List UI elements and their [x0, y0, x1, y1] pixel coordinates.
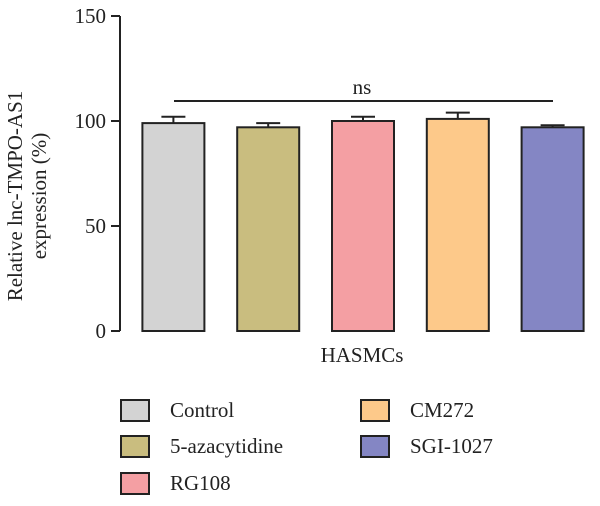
- bar: [425, 117, 490, 333]
- legend-item-5-azacytidine: 5-azacytidine: [120, 431, 283, 461]
- bars: [141, 111, 585, 333]
- bar: [141, 122, 206, 332]
- legend-label: Control: [170, 397, 235, 422]
- bar: [236, 126, 301, 332]
- legend-label: 5-azacytidine: [170, 433, 284, 458]
- legend-swatch: [360, 398, 390, 422]
- bar-chart: 0 50 100 150 ns Relative lnc-TMPO-AS1 expre…: [3, 4, 585, 367]
- legend-swatch: [120, 471, 150, 495]
- x-axis-title: HASMCs: [321, 343, 404, 367]
- significance-label: ns: [353, 75, 372, 99]
- y-tick-label: 50: [85, 214, 106, 238]
- legend-item-sgi-1027: SGI-1027: [360, 431, 493, 461]
- y-tick-label: 100: [75, 109, 107, 133]
- y-axis-title-line2: expression (%): [27, 133, 51, 260]
- legend-item-control: Control: [120, 395, 234, 425]
- y-axis-title-line1: Relative lnc-TMPO-AS1: [3, 91, 27, 302]
- y-axis: 0 50 100 150: [75, 4, 121, 343]
- legend-item-rg108: RG108: [120, 468, 231, 498]
- legend-swatch: [120, 398, 150, 422]
- bar: [520, 126, 585, 332]
- y-tick-label: 150: [75, 4, 107, 28]
- legend-label: RG108: [170, 470, 231, 495]
- legend-swatch: [120, 434, 150, 458]
- legend-label: SGI-1027: [410, 433, 493, 458]
- legend: Control 5-azacytidine RG108 CM272 SGI-10…: [120, 395, 580, 505]
- significance-annotation: ns: [174, 75, 553, 102]
- legend-item-cm272: CM272: [360, 395, 474, 425]
- legend-swatch: [360, 434, 390, 458]
- legend-label: CM272: [410, 397, 475, 422]
- bar: [331, 120, 395, 332]
- y-tick-label: 0: [96, 319, 107, 343]
